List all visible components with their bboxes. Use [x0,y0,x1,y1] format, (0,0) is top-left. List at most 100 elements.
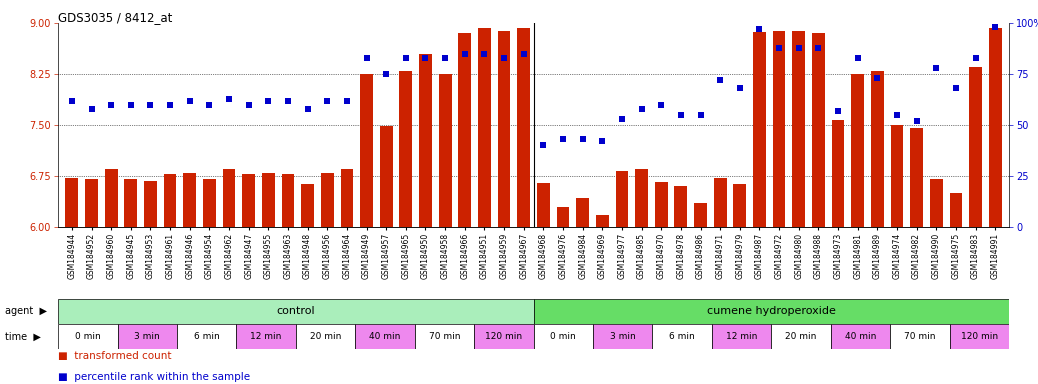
Point [476,51,493,57]
Bar [576,199,589,227]
Text: 70 min: 70 min [429,332,460,341]
Text: 3 min: 3 min [609,332,635,341]
Text: agent  ▶: agent ▶ [5,306,47,316]
Point [63,98,80,104]
Bar [534,299,1009,324]
Bar [479,28,491,227]
Point [829,108,846,114]
Text: 0 min: 0 min [75,332,101,341]
Point [142,101,159,108]
Point [810,45,826,51]
Bar [616,171,628,227]
Bar [223,169,236,227]
Bar [772,31,786,227]
Point [928,65,945,71]
Bar [910,128,923,227]
Point [790,45,807,51]
Point [967,55,984,61]
Point [948,85,964,91]
Bar [144,181,157,227]
Bar [517,28,530,227]
Text: 40 min: 40 min [845,332,876,341]
Bar [734,184,746,227]
Bar [117,324,176,349]
Bar [655,182,667,227]
Point [889,112,905,118]
Point [299,106,316,112]
Bar [556,207,570,227]
Bar [340,169,353,227]
Point [712,77,729,83]
Point [633,106,650,112]
Text: 12 min: 12 min [726,332,757,341]
Bar [321,173,333,227]
Point [241,101,257,108]
Bar [950,324,1009,349]
Point [162,101,179,108]
Text: 20 min: 20 min [310,332,342,341]
Bar [242,174,255,227]
Bar [969,67,982,227]
Text: ■  transformed count: ■ transformed count [58,351,171,361]
Point [496,55,513,61]
Text: 120 min: 120 min [485,332,522,341]
Bar [694,203,707,227]
Bar [675,186,687,227]
Point [908,118,925,124]
Point [417,55,434,61]
Point [771,45,788,51]
Bar [792,31,805,227]
Bar [237,324,296,349]
Point [398,55,414,61]
Point [319,98,335,104]
Text: ■  percentile rank within the sample: ■ percentile rank within the sample [58,372,250,382]
Bar [380,126,392,227]
Bar [771,324,830,349]
Point [653,101,670,108]
Point [987,24,1004,30]
Bar [281,174,295,227]
Bar [58,324,117,349]
Bar [537,183,550,227]
Point [613,116,630,122]
Bar [712,324,771,349]
Point [201,101,218,108]
Point [457,51,473,57]
Text: cumene hydroperoxide: cumene hydroperoxide [707,306,836,316]
Point [535,142,551,149]
Bar [593,324,652,349]
Bar [596,215,608,227]
Point [378,71,394,77]
Bar [890,324,950,349]
Point [83,106,100,112]
Bar [164,174,176,227]
Bar [534,324,593,349]
Bar [652,324,712,349]
Bar [262,173,275,227]
Bar [184,173,196,227]
Text: 3 min: 3 min [134,332,160,341]
Point [692,112,709,118]
Point [261,98,277,104]
Text: 6 min: 6 min [670,332,695,341]
Bar [459,33,471,227]
Text: 0 min: 0 min [550,332,576,341]
Bar [714,178,727,227]
Text: 120 min: 120 min [960,332,998,341]
Bar [296,324,355,349]
Point [221,96,238,102]
Bar [58,299,534,324]
Point [752,26,768,32]
Bar [930,179,943,227]
Point [673,112,689,118]
Bar [753,32,766,227]
Bar [812,33,825,227]
Bar [400,71,412,227]
Bar [830,324,890,349]
Bar [414,324,474,349]
Bar [831,120,844,227]
Text: time  ▶: time ▶ [5,331,42,341]
Point [516,51,532,57]
Point [103,101,119,108]
Text: GDS3035 / 8412_at: GDS3035 / 8412_at [58,12,172,25]
